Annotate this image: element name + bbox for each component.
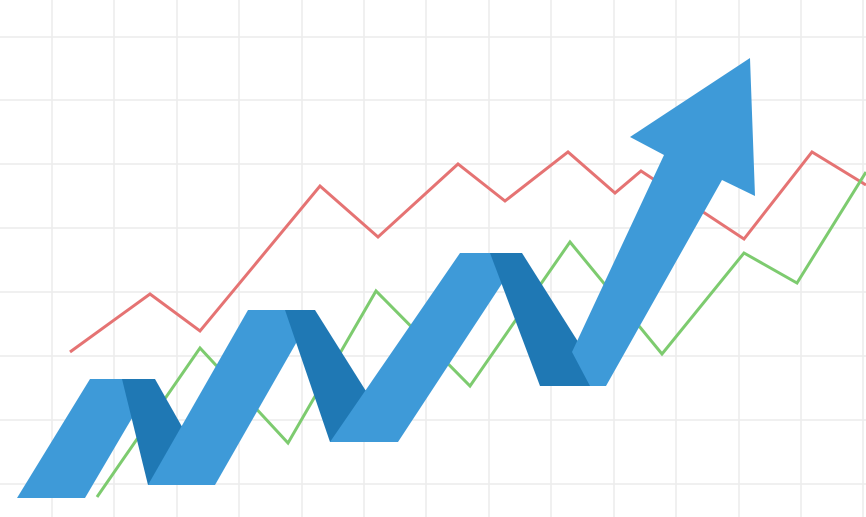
arrow-ribbon (17, 58, 755, 498)
red-line (69, 150, 866, 354)
